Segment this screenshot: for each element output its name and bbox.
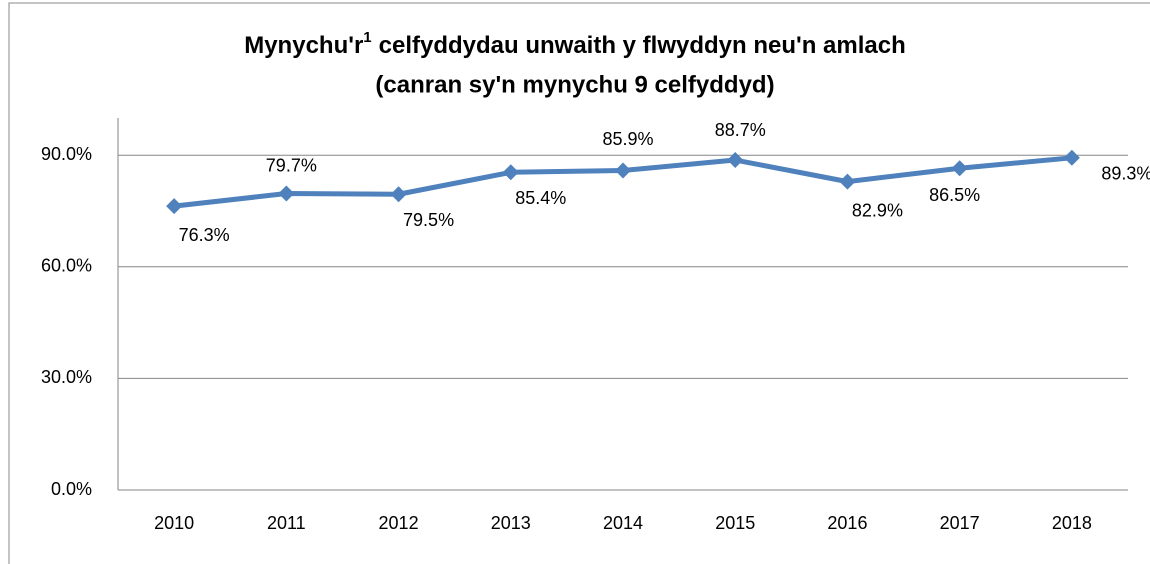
x-tick-label: 2014 [603,513,643,533]
chart-border [8,2,1150,564]
data-label: 79.7% [266,155,317,175]
x-tick-label: 2016 [827,513,867,533]
x-tick-label: 2010 [154,513,194,533]
x-tick-label: 2018 [1052,513,1092,533]
data-label: 85.9% [602,129,653,149]
x-tick-label: 2015 [715,513,755,533]
marker [839,173,856,190]
title-part: Mynychu'r [244,32,363,59]
y-tick-label: 60.0% [41,256,92,276]
marker [502,164,519,181]
marker [615,162,631,179]
data-label: 82.9% [852,200,903,220]
x-tick-label: 2012 [379,513,419,533]
title-superscript: 1 [363,29,371,46]
marker [727,152,744,169]
data-label: 85.4% [515,188,566,208]
y-tick-label: 90.0% [41,144,92,164]
data-label: 79.5% [403,210,454,230]
x-tick-label: 2011 [267,513,306,533]
marker [1063,149,1080,166]
chart-title: Mynychu'r1 celfyddydau unwaith y flwyddyn… [244,29,906,59]
title-part: celfyddydau unwaith y flwyddyn neu'n aml… [379,32,906,59]
marker [951,160,968,177]
data-label: 89.3% [1101,164,1150,184]
x-tick-label: 2017 [940,513,980,533]
y-tick-label: 0.0% [51,479,92,499]
data-label: 88.7% [715,120,766,140]
data-label: 76.3% [179,225,230,245]
chart-subtitle: (canran sy'n mynychu 9 celfyddyd) [375,71,774,98]
x-tick-label: 2013 [491,513,531,533]
data-label: 86.5% [929,185,980,205]
marker [166,198,183,215]
marker [390,186,407,203]
y-tick-label: 30.0% [41,367,92,387]
marker [278,185,295,202]
